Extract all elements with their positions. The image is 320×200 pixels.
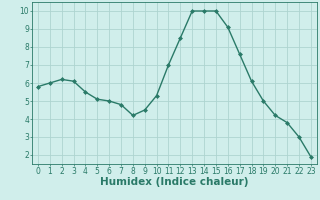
X-axis label: Humidex (Indice chaleur): Humidex (Indice chaleur) — [100, 177, 249, 187]
